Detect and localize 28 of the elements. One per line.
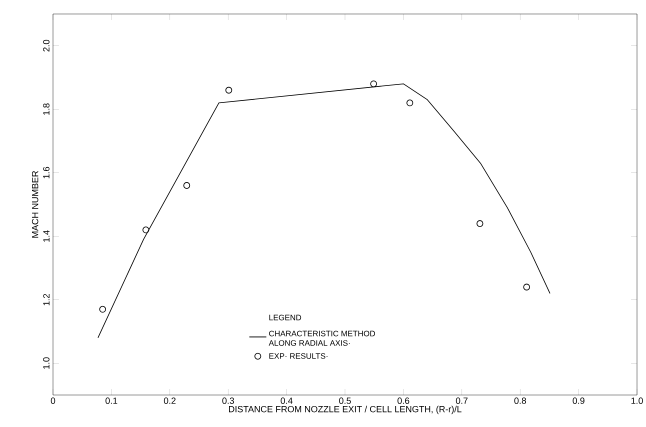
point <box>142 226 150 234</box>
x-tick-label: 0.9 <box>572 398 584 404</box>
y-tick-label: 1.6 <box>43 166 50 178</box>
y-tick-label: 1.8 <box>43 103 50 115</box>
point <box>225 86 232 94</box>
line-series <box>98 83 550 338</box>
x-axis-title: DISTANCE FROM NOZZLE EXIT / CELL LENGTH, (R-r)/L <box>228 406 462 414</box>
y-tick-label: 2.0 <box>43 40 50 52</box>
point <box>370 80 378 88</box>
y-axis-title: MACH NUMBER <box>32 171 38 238</box>
x-tick-label: 0.1 <box>106 398 118 404</box>
x-tick-label: 0.6 <box>398 398 410 404</box>
x-tick-label: 0.7 <box>456 398 468 404</box>
point <box>183 182 190 189</box>
x-tick-label: 0.3 <box>222 398 234 404</box>
x-tick-label: 1.0 <box>631 398 643 404</box>
x-tick-label: 0.8 <box>514 398 526 404</box>
x-tick-label: 0 <box>50 398 56 404</box>
y-tick-label: 1.2 <box>43 294 50 306</box>
x-tick-label: 0.2 <box>164 398 176 404</box>
x-tick-label: 0.5 <box>339 398 351 404</box>
point <box>523 284 530 290</box>
x-tick-label: 0.4 <box>280 398 293 404</box>
point <box>476 220 484 227</box>
y-tick-label: 1.0 <box>43 357 50 369</box>
point <box>406 100 414 106</box>
point <box>99 306 106 313</box>
y-tick-label: 1.4 <box>43 230 50 242</box>
